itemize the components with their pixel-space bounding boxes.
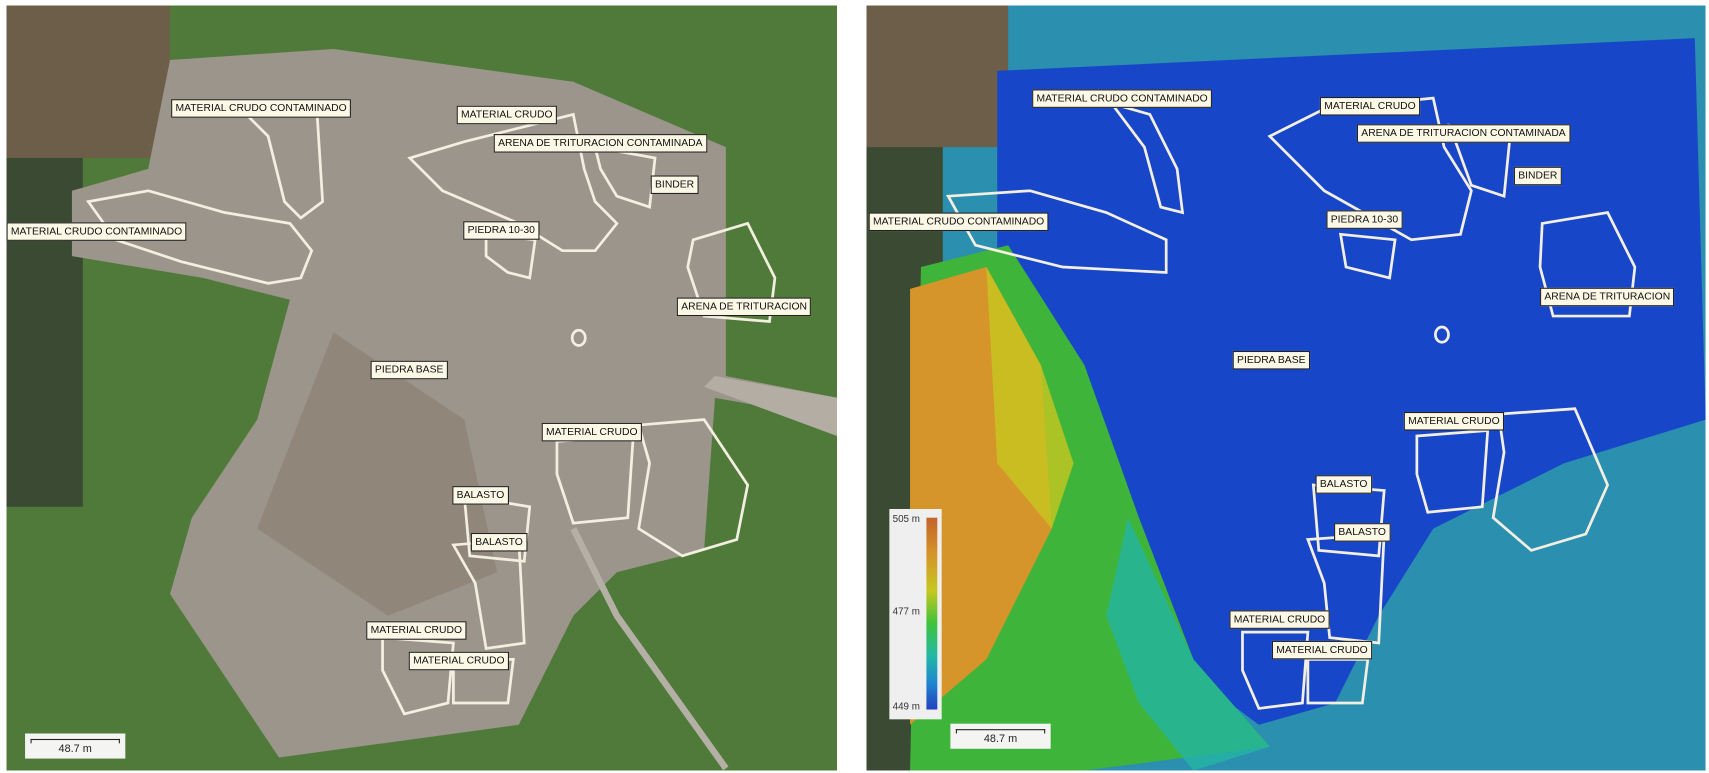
legend-max: 505 m [892, 513, 920, 525]
map-label[interactable]: ARENA DE TRITURACION CONTAMINADA [493, 134, 707, 153]
map-label[interactable]: MATERIAL CRUDO [408, 651, 509, 671]
map-label[interactable]: MATERIAL CRUDO [456, 105, 557, 125]
map-label[interactable]: MATERIAL CRUDO [1229, 610, 1330, 629]
legend-mid: 477 m [892, 605, 920, 617]
map-label[interactable]: MATERIAL CRUDO CONTAMINADO [1032, 89, 1213, 108]
orthomosaic-map[interactable]: 48.7 m [6, 5, 838, 771]
map-label[interactable]: BALASTO [1334, 523, 1391, 542]
map-label[interactable]: BINDER [1513, 166, 1562, 186]
elevation-color-ramp [926, 517, 938, 710]
scale-bar: 48.7 m [950, 723, 1051, 749]
map-label[interactable]: BALASTO [470, 532, 528, 552]
map-label[interactable]: MATERIAL CRUDO [1403, 411, 1504, 431]
map-label[interactable]: MATERIAL CRUDO CONTAMINADO [868, 212, 1049, 232]
map-label[interactable]: PIEDRA 10-30 [1326, 210, 1403, 229]
scale-bar-text: 48.7 m [58, 743, 92, 756]
map-label[interactable]: MATERIAL CRUDO [541, 422, 642, 442]
map-label[interactable]: BALASTO [452, 486, 509, 505]
map-label[interactable]: MATERIAL CRUDO [1319, 97, 1421, 116]
legend-min: 449 m [892, 700, 920, 712]
scale-bar: 48.7 m [25, 733, 126, 759]
map-label[interactable]: BINDER [650, 175, 699, 195]
scale-bar-text: 48.7 m [983, 733, 1018, 746]
map-label[interactable]: MATERIAL CRUDO [366, 621, 467, 640]
map-label[interactable]: PIEDRA BASE [370, 360, 448, 380]
map-label[interactable]: MATERIAL CRUDO CONTAMINADO [6, 222, 187, 241]
map-label[interactable]: ARENA DE TRITURACION [676, 297, 812, 317]
orthomosaic-image [6, 5, 838, 771]
map-label[interactable]: ARENA DE TRITURACION [1540, 287, 1675, 307]
map-label[interactable]: PIEDRA 10-30 [463, 221, 540, 240]
map-label[interactable]: PIEDRA BASE [1232, 350, 1310, 370]
elevation-legend: 505 m 477 m 449 m [889, 508, 942, 720]
map-label[interactable]: ARENA DE TRITURACION CONTAMINADA [1356, 124, 1571, 143]
map-label[interactable]: MATERIAL CRUDO [1271, 640, 1373, 660]
map-label[interactable]: MATERIAL CRUDO CONTAMINADO [171, 99, 352, 118]
map-label[interactable]: BALASTO [1315, 475, 1372, 494]
